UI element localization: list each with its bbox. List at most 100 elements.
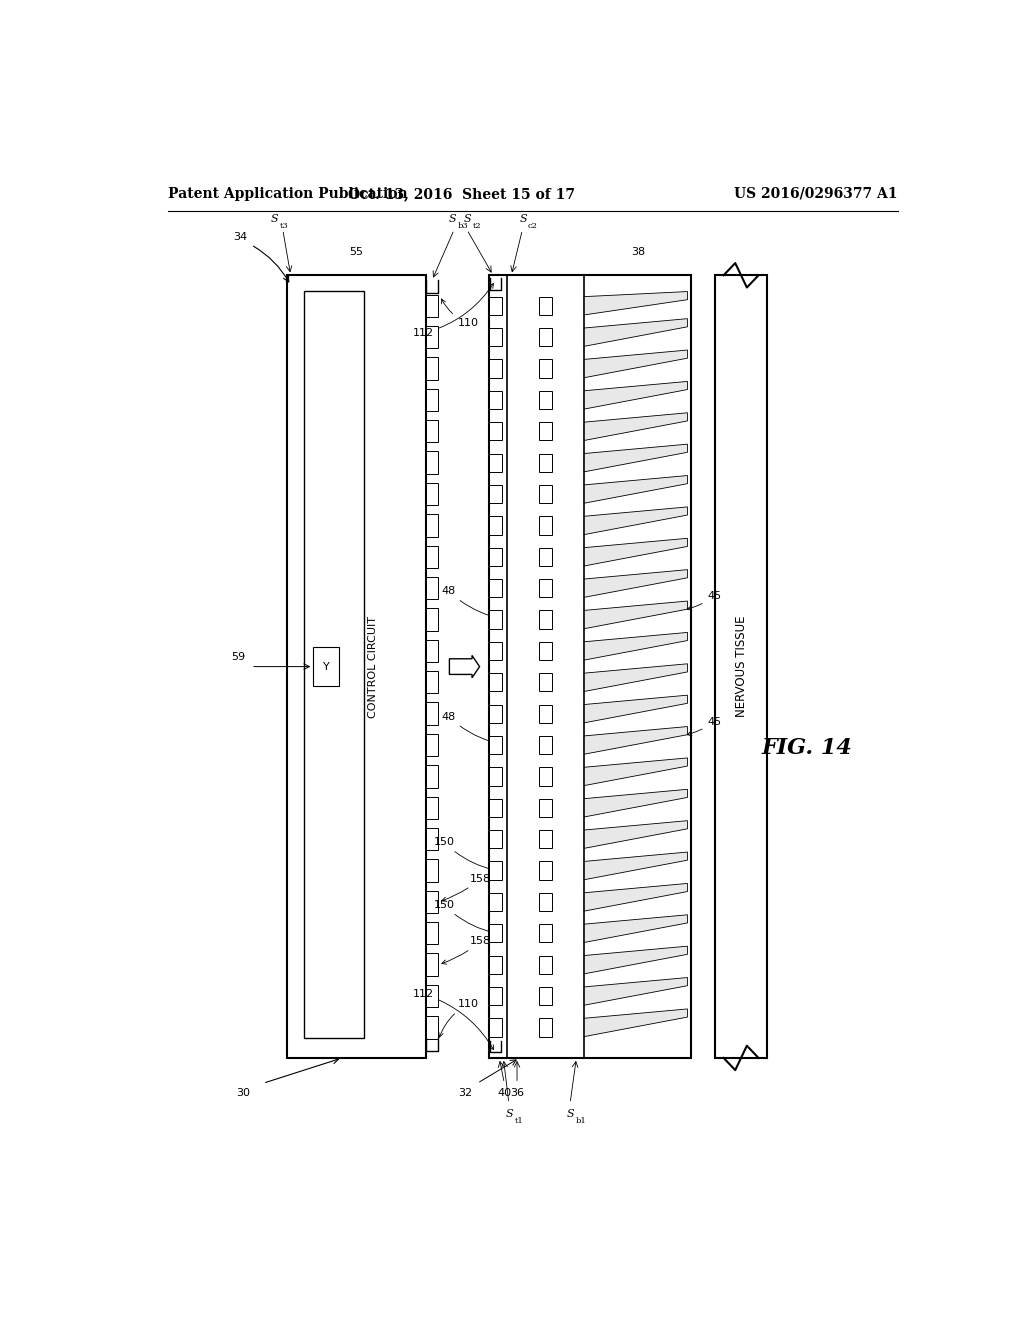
Bar (540, 642, 552, 660)
Bar (540, 862, 552, 879)
Text: Y: Y (323, 661, 330, 672)
Polygon shape (585, 696, 687, 723)
Bar (489, 862, 502, 879)
Polygon shape (585, 475, 687, 503)
Bar (426, 702, 438, 725)
Bar (540, 924, 552, 942)
Polygon shape (585, 632, 687, 660)
Bar (489, 673, 502, 692)
Text: 34: 34 (233, 232, 248, 242)
Bar (426, 1016, 438, 1039)
Bar (489, 956, 502, 974)
Bar (489, 642, 502, 660)
Text: 32: 32 (458, 1089, 472, 1098)
Bar (489, 454, 502, 471)
Bar (489, 610, 502, 628)
Bar (540, 484, 552, 503)
Bar (489, 297, 502, 315)
Polygon shape (585, 413, 687, 441)
Polygon shape (585, 444, 687, 471)
Text: S: S (464, 214, 472, 224)
Polygon shape (585, 789, 687, 817)
Bar (489, 276, 691, 1057)
Bar (489, 830, 502, 849)
Bar (426, 388, 438, 411)
Bar (313, 647, 339, 686)
Bar (426, 828, 438, 850)
Text: b3: b3 (458, 223, 468, 231)
Text: t3: t3 (280, 223, 289, 231)
Bar (426, 766, 438, 788)
Bar (426, 451, 438, 474)
Bar (426, 923, 438, 945)
Bar (426, 326, 438, 348)
Polygon shape (585, 726, 687, 754)
Bar (540, 735, 552, 754)
Bar (489, 422, 502, 441)
Polygon shape (585, 821, 687, 849)
Text: FIG. 14: FIG. 14 (761, 737, 852, 759)
Polygon shape (585, 978, 687, 1006)
Text: 150: 150 (433, 900, 494, 933)
Bar (489, 924, 502, 942)
Text: 59: 59 (231, 652, 246, 661)
Bar (489, 705, 502, 723)
Bar (489, 579, 502, 598)
Text: 112: 112 (413, 284, 494, 338)
Bar (540, 799, 552, 817)
Bar (426, 796, 438, 818)
Text: t1: t1 (514, 1117, 523, 1125)
Bar (304, 290, 364, 1038)
Bar (489, 1018, 502, 1036)
Bar (540, 673, 552, 692)
Bar (715, 276, 767, 1057)
Text: Oct. 13, 2016  Sheet 15 of 17: Oct. 13, 2016 Sheet 15 of 17 (348, 187, 574, 201)
Polygon shape (585, 381, 687, 409)
Bar (540, 454, 552, 471)
Text: 38: 38 (631, 247, 645, 257)
Text: 158: 158 (441, 936, 492, 964)
Polygon shape (585, 946, 687, 974)
Text: S: S (519, 214, 527, 224)
Bar (540, 892, 552, 911)
Bar (540, 391, 552, 409)
Text: 48: 48 (441, 711, 502, 746)
Text: 110: 110 (441, 298, 478, 329)
Bar (426, 891, 438, 913)
Bar (540, 767, 552, 785)
Text: b1: b1 (575, 1117, 587, 1125)
Text: 110: 110 (439, 999, 478, 1038)
Bar (540, 610, 552, 628)
Bar (540, 548, 552, 566)
Polygon shape (585, 507, 687, 535)
Bar (489, 735, 502, 754)
Text: 55: 55 (349, 247, 364, 257)
Bar (540, 422, 552, 441)
Bar (540, 830, 552, 849)
Text: CONTROL CIRCUIT: CONTROL CIRCUIT (368, 615, 378, 718)
Bar (540, 705, 552, 723)
Bar (426, 294, 438, 317)
Text: 45: 45 (687, 717, 722, 735)
Polygon shape (585, 883, 687, 911)
Text: 158: 158 (441, 874, 492, 902)
Polygon shape (585, 915, 687, 942)
Bar (426, 859, 438, 882)
Text: 45: 45 (687, 591, 722, 610)
Polygon shape (585, 539, 687, 566)
Bar (489, 548, 502, 566)
Bar (540, 1018, 552, 1036)
Bar (426, 734, 438, 756)
Text: 150: 150 (433, 837, 494, 871)
Text: c2: c2 (528, 223, 538, 231)
Bar (426, 483, 438, 506)
Bar (540, 987, 552, 1006)
Bar (489, 359, 502, 378)
Text: NERVOUS TISSUE: NERVOUS TISSUE (734, 616, 748, 717)
Polygon shape (585, 1008, 687, 1036)
Bar (489, 391, 502, 409)
Polygon shape (450, 656, 479, 677)
Text: S: S (271, 214, 279, 224)
Bar (540, 956, 552, 974)
Polygon shape (585, 350, 687, 378)
